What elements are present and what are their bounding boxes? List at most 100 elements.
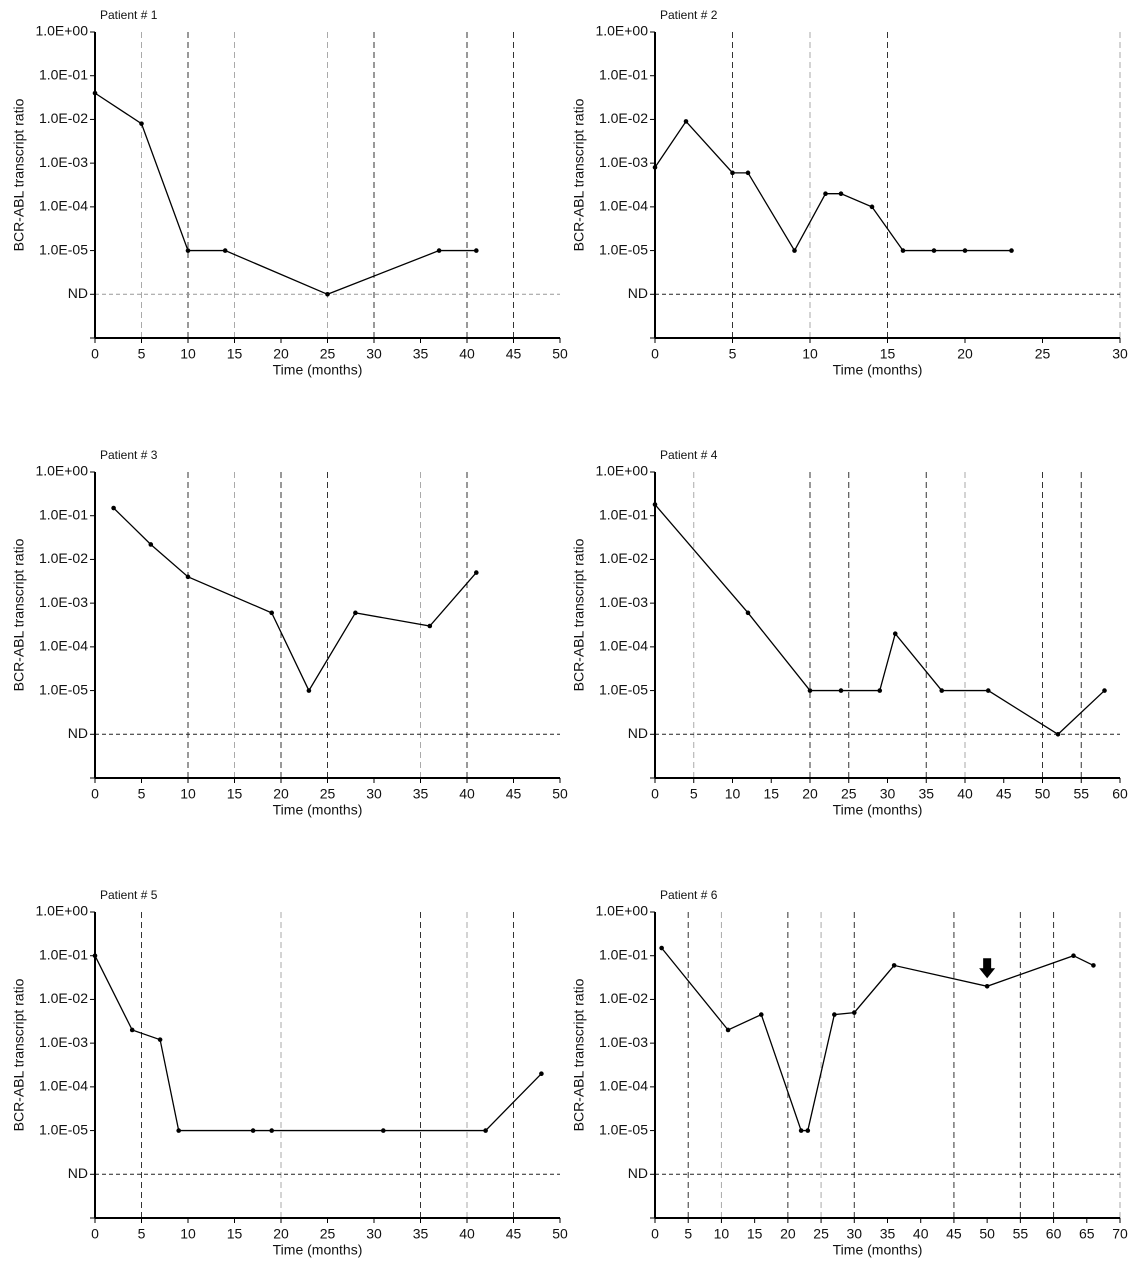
x-tick-label: 40 [459, 346, 475, 362]
x-tick-label: 30 [846, 1226, 862, 1242]
x-tick-label: 45 [996, 786, 1012, 802]
x-tick-label: 0 [651, 1226, 659, 1242]
x-tick-label: 30 [880, 786, 896, 802]
data-point [877, 688, 883, 693]
data-point [269, 1128, 275, 1133]
data-line [94, 955, 542, 1132]
y-tick-label: ND [628, 285, 648, 301]
data-point [111, 505, 116, 511]
x-axis-label: Time (months) [833, 1242, 923, 1258]
x-tick-label: 5 [138, 786, 146, 802]
data-point [306, 688, 312, 693]
x-tick-label: 0 [91, 786, 99, 802]
data-point [92, 953, 98, 959]
y-tick-label: 1.0E-04 [39, 1078, 88, 1094]
data-point [185, 248, 191, 253]
data-point [1055, 731, 1061, 737]
x-tick-label: 20 [780, 1226, 796, 1242]
data-point [185, 574, 191, 580]
data-point [745, 610, 751, 616]
panel-title: Patient # 1 [100, 8, 158, 22]
x-tick-label: 5 [690, 786, 698, 802]
data-line [113, 507, 477, 692]
y-tick-label: 1.0E-04 [599, 198, 648, 214]
y-tick-label: 1.0E+00 [35, 23, 88, 39]
y-tick-label: 1.0E-03 [599, 154, 648, 170]
y-tick-label: 1.0E-05 [39, 681, 88, 697]
data-point [931, 248, 937, 253]
data-point [139, 121, 144, 126]
data-point [474, 570, 479, 575]
y-tick-label: ND [68, 1165, 88, 1181]
y-tick-label: 1.0E+00 [595, 23, 648, 39]
data-point [652, 165, 658, 170]
data-point [807, 688, 813, 693]
x-tick-label: 50 [979, 1226, 995, 1242]
x-tick-label: 60 [1046, 1226, 1062, 1242]
data-point [325, 291, 330, 297]
y-tick-label: 1.0E+00 [595, 903, 648, 919]
data-point [1071, 953, 1076, 959]
panel-title: Patient # 5 [100, 888, 158, 902]
x-tick-label: 70 [1112, 1226, 1128, 1242]
data-point [269, 610, 275, 616]
panel: ND 1.0E-05 1.0E-04 1.0E-03 1.0E-02 1.0E-01 1.0… [571, 448, 1128, 818]
data-point [792, 248, 797, 253]
panel: ND 1.0E-05 1.0E-04 1.0E-03 1.0E-02 1.0E-01 1.0… [11, 448, 568, 818]
y-axis-label: BCR-ABL transcript ratio [571, 538, 587, 691]
x-tick-label: 35 [413, 346, 429, 362]
x-axis-label: Time (months) [273, 1242, 363, 1258]
x-tick-label: 25 [1035, 346, 1051, 362]
y-tick-label: 1.0E-02 [39, 990, 88, 1006]
panel: ND 1.0E-05 1.0E-04 1.0E-03 1.0E-02 1.0E-01 1.0… [571, 8, 1128, 378]
x-tick-label: 5 [729, 346, 737, 362]
y-tick-label: 1.0E-03 [599, 594, 648, 610]
data-point [725, 1027, 731, 1033]
y-tick-label: 1.0E-01 [599, 66, 648, 82]
arrow-marker [979, 958, 996, 979]
x-tick-label: 15 [227, 786, 243, 802]
x-tick-label: 25 [813, 1226, 829, 1242]
y-tick-label: 1.0E-04 [599, 1078, 648, 1094]
x-tick-label: 45 [946, 1226, 962, 1242]
x-tick-label: 5 [138, 1226, 146, 1242]
y-tick-label: 1.0E-04 [39, 198, 88, 214]
data-point [381, 1128, 386, 1133]
panel-title: Patient # 6 [660, 888, 718, 902]
data-point [798, 1128, 804, 1133]
x-tick-label: 35 [880, 1226, 896, 1242]
y-tick-label: 1.0E-03 [599, 1034, 648, 1050]
data-point [805, 1128, 811, 1133]
x-tick-label: 55 [1013, 1226, 1029, 1242]
x-tick-label: 20 [273, 346, 289, 362]
data-point [869, 204, 875, 210]
y-tick-label: 1.0E-01 [599, 506, 648, 522]
x-tick-label: 20 [273, 1226, 289, 1242]
x-tick-label: 40 [459, 1226, 475, 1242]
data-point [659, 945, 664, 951]
data-point [758, 1012, 764, 1017]
x-tick-label: 10 [180, 786, 196, 802]
data-line [94, 92, 477, 295]
x-tick-label: 5 [138, 346, 146, 362]
x-tick-label: 50 [552, 346, 568, 362]
x-axis-label: Time (months) [833, 362, 923, 378]
y-tick-label: 1.0E+00 [35, 463, 88, 479]
data-point [984, 983, 990, 989]
y-tick-label: 1.0E-01 [39, 66, 88, 82]
x-tick-label: 5 [684, 1226, 692, 1242]
x-axis-label: Time (months) [833, 802, 923, 818]
x-tick-label: 30 [1112, 346, 1128, 362]
data-point [985, 688, 991, 693]
data-line [654, 504, 1105, 736]
y-tick-label: 1.0E-02 [39, 110, 88, 126]
x-tick-label: 30 [366, 1226, 382, 1242]
data-point [838, 191, 844, 196]
x-tick-label: 40 [957, 786, 973, 802]
x-tick-label: 35 [413, 786, 429, 802]
data-point [891, 963, 897, 968]
data-point [892, 631, 898, 636]
x-tick-label: 35 [413, 1226, 429, 1242]
x-tick-label: 0 [91, 1226, 99, 1242]
